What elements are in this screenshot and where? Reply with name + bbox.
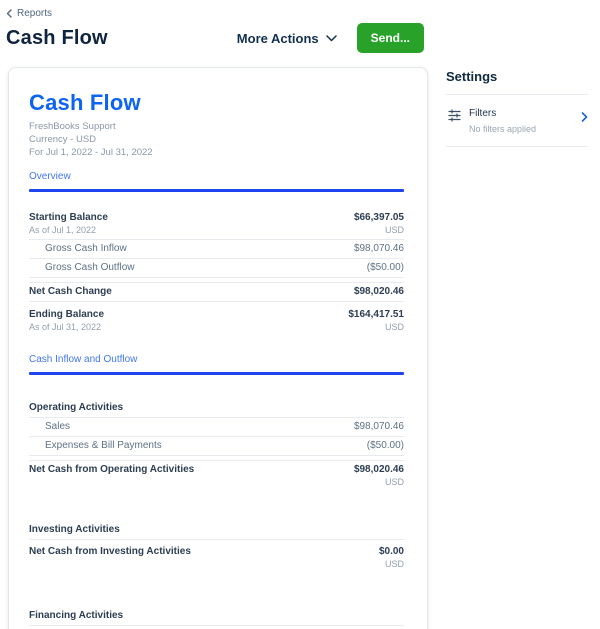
row-label: Gross Cash Inflow: [45, 243, 127, 255]
row-value: $66,397.05: [353, 212, 404, 224]
report-currency: Currency - USD: [29, 134, 97, 146]
settings-sidebar: Settings Filters No filters applied: [446, 67, 588, 147]
section-header-investing: Investing Activities: [29, 521, 404, 541]
report-company: FreshBooks Support: [29, 121, 116, 132]
report-meta: FreshBooks Support Currency - USD For Ju…: [29, 121, 404, 159]
filters-row[interactable]: Filters No filters applied: [446, 95, 588, 146]
row-label: Ending Balance: [29, 309, 105, 321]
chevron-right-icon: [581, 109, 588, 127]
table-row-net-cash-change: Net Cash Change $98,020.46: [29, 282, 404, 303]
table-row-sales: Sales $98,070.46: [29, 418, 404, 438]
report-title: Cash Flow: [29, 90, 141, 115]
row-label: Starting Balance: [29, 212, 108, 224]
row-value: ($50.00): [366, 262, 404, 274]
breadcrumb-label: Reports: [17, 8, 53, 19]
row-value: ($50.00): [366, 440, 404, 452]
divider: [446, 146, 588, 147]
page-header: Reports Cash Flow More Actions Send...: [6, 8, 424, 53]
header-actions: More Actions Send...: [237, 23, 424, 53]
row-currency: USD: [384, 322, 404, 333]
row-label: Net Cash from Operating Activities: [29, 464, 195, 476]
title-row: Cash Flow More Actions Send...: [6, 23, 424, 53]
row-value: $98,070.46: [353, 243, 404, 255]
section-header-label: Financing Activities: [29, 610, 124, 622]
overview-link[interactable]: Overview: [29, 171, 71, 183]
chevron-down-icon: [325, 34, 337, 42]
row-sublabel: As of Jul 1, 2022: [29, 225, 97, 236]
row-value: $98,020.46: [353, 464, 404, 476]
row-currency: USD: [384, 559, 404, 570]
filters-label: Filters: [469, 108, 497, 119]
report-period: For Jul 1, 2022 - Jul 31, 2022: [29, 147, 153, 159]
cash-inflow-outflow-link[interactable]: Cash Inflow and Outflow: [29, 354, 138, 366]
table-row-net-cash-investing: Net Cash from Investing Activities $0.00…: [29, 543, 404, 573]
divider: [446, 94, 588, 95]
filters-sliders-icon: [448, 109, 461, 127]
row-label: Net Cash from Investing Activities: [29, 546, 191, 558]
page: Reports Cash Flow More Actions Send... C…: [0, 8, 600, 629]
row-value: $164,417.51: [348, 309, 404, 321]
row-value: $0.00: [378, 546, 404, 558]
breadcrumb[interactable]: Reports: [6, 8, 52, 19]
table-row-net-cash-operating: Net Cash from Operating Activities $98,0…: [29, 460, 404, 491]
row-label: Expenses & Bill Payments: [45, 440, 162, 452]
chevron-left-icon: [6, 9, 13, 18]
more-actions-button[interactable]: More Actions: [237, 31, 337, 46]
send-button[interactable]: Send...: [356, 23, 424, 53]
table-row-starting-balance: Starting Balance As of Jul 1, 2022 $66,3…: [29, 209, 404, 241]
cash-inflow-outflow-section: Cash Inflow and Outflow: [29, 354, 404, 376]
row-value: $98,020.46: [353, 286, 404, 298]
row-currency: USD: [384, 225, 404, 236]
overview-rows: Starting Balance As of Jul 1, 2022 $66,3…: [29, 209, 404, 336]
more-actions-label: More Actions: [236, 30, 319, 46]
cash-inflow-outflow-rule: [29, 372, 404, 376]
section-financing: Financing Activities Net Cash from Finan…: [29, 607, 404, 629]
table-row-gross-cash-inflow: Gross Cash Inflow $98,070.46: [29, 240, 404, 260]
section-header-financing: Financing Activities: [29, 607, 404, 627]
page-title: Cash Flow: [6, 26, 108, 49]
filters-text: Filters No filters applied: [469, 108, 581, 134]
row-label: Net Cash Change: [29, 286, 112, 298]
filters-status: No filters applied: [469, 124, 537, 134]
section-header-operating: Operating Activities: [29, 399, 404, 419]
row-label: Sales: [45, 421, 71, 433]
row-label: Gross Cash Outflow: [45, 262, 135, 274]
table-row-ending-balance: Ending Balance As of Jul 31, 2022 $164,4…: [29, 306, 404, 336]
section-header-label: Operating Activities: [29, 402, 124, 414]
content: Cash Flow FreshBooks Support Currency - …: [0, 67, 600, 629]
row-currency: USD: [384, 477, 404, 488]
table-row-expenses-bill-payments: Expenses & Bill Payments ($50.00): [29, 437, 404, 457]
section-header-label: Investing Activities: [29, 524, 120, 536]
row-sublabel: As of Jul 31, 2022: [29, 322, 102, 333]
cash-flow-report-card: Cash Flow FreshBooks Support Currency - …: [8, 67, 428, 629]
section-investing: Investing Activities Net Cash from Inves…: [29, 521, 404, 573]
overview-rule: [29, 189, 404, 193]
settings-title: Settings: [446, 69, 498, 84]
row-value: $98,070.46: [353, 421, 404, 433]
table-row-gross-cash-outflow: Gross Cash Outflow ($50.00): [29, 259, 404, 279]
